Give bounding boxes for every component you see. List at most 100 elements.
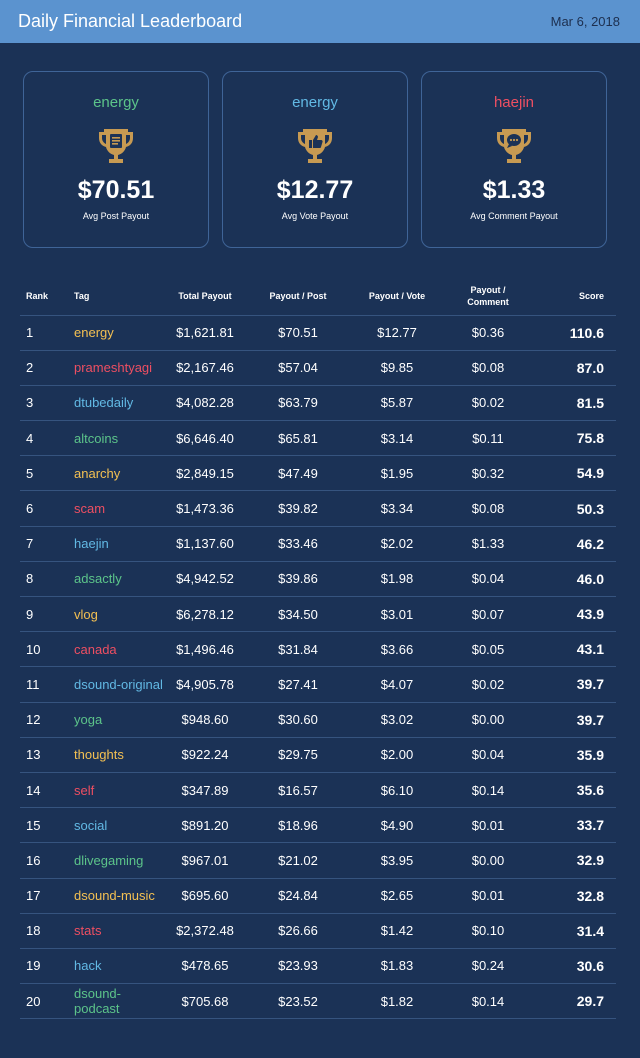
tag-cell[interactable]: self bbox=[68, 772, 164, 809]
rank-cell: 18 bbox=[20, 913, 68, 949]
table-row[interactable]: 16 dlivegaming $967.01 $21.02 $3.95 $0.00 32.9 bbox=[20, 842, 616, 879]
rank-cell: 11 bbox=[20, 666, 68, 703]
table-body: 1 energy $1,621.81 $70.51 $12.77 $0.36 110.6 2 p… bbox=[20, 315, 616, 1020]
table-row[interactable]: 8 adsactly $4,942.52 $39.86 $1.98 $0.04 46.0 bbox=[20, 561, 616, 598]
total-payout-cell: $1,621.81 bbox=[164, 315, 246, 351]
payout-per-post-cell: $57.04 bbox=[246, 350, 350, 386]
table-row[interactable]: 5 anarchy $2,849.15 $47.49 $1.95 $0.32 54.9 bbox=[20, 455, 616, 492]
tag-cell[interactable]: dsound-music bbox=[68, 878, 164, 914]
col-payout-per-vote[interactable]: Payout / Vote bbox=[350, 277, 444, 316]
card-tag[interactable]: haejin bbox=[493, 94, 535, 111]
tag-cell[interactable]: thoughts bbox=[68, 737, 164, 773]
table-row[interactable]: 15 social $891.20 $18.96 $4.90 $0.01 33.7 bbox=[20, 807, 616, 844]
table-row[interactable]: 17 dsound-music $695.60 $24.84 $2.65 $0.01 32.… bbox=[20, 878, 616, 914]
payout-per-vote-cell: $3.34 bbox=[350, 490, 444, 527]
tag-cell[interactable]: anarchy bbox=[68, 455, 164, 492]
payout-per-post-cell: $34.50 bbox=[246, 596, 350, 633]
payout-per-vote-cell: $1.83 bbox=[350, 948, 444, 985]
total-payout-cell: $478.65 bbox=[164, 948, 246, 985]
table-row[interactable]: 14 self $347.89 $16.57 $6.10 $0.14 35.6 bbox=[20, 772, 616, 809]
tag-cell[interactable]: hack bbox=[68, 948, 164, 985]
tag-cell[interactable]: prameshtyagi bbox=[68, 350, 164, 386]
payout-per-post-cell: $18.96 bbox=[246, 807, 350, 844]
payout-per-comment-cell: $0.08 bbox=[444, 490, 532, 527]
col-score[interactable]: Score bbox=[532, 277, 616, 316]
tag-cell[interactable]: social bbox=[68, 807, 164, 844]
score-cell: 32.8 bbox=[532, 878, 616, 914]
tag-cell[interactable]: altcoins bbox=[68, 420, 164, 457]
rank-cell: 13 bbox=[20, 737, 68, 773]
card-tag[interactable]: energy bbox=[292, 94, 338, 111]
total-payout-cell: $6,278.12 bbox=[164, 596, 246, 633]
payout-per-vote-cell: $2.02 bbox=[350, 526, 444, 562]
col-total-payout[interactable]: Total Payout bbox=[164, 277, 246, 316]
total-payout-cell: $4,082.28 bbox=[164, 385, 246, 422]
score-cell: 33.7 bbox=[532, 807, 616, 844]
payout-per-post-cell: $39.86 bbox=[246, 561, 350, 598]
page-header: Daily Financial Leaderboard Mar 6, 2018 bbox=[0, 0, 640, 43]
table-row[interactable]: 7 haejin $1,137.60 $33.46 $2.02 $1.33 46.2 bbox=[20, 526, 616, 562]
table-row[interactable]: 3 dtubedaily $4,082.28 $63.79 $5.87 $0.02 81.5 bbox=[20, 385, 616, 422]
tag-cell[interactable]: vlog bbox=[68, 596, 164, 633]
rank-cell: 1 bbox=[20, 315, 68, 351]
tag-cell[interactable]: dsound-original bbox=[68, 666, 164, 703]
tag-cell[interactable]: energy bbox=[68, 315, 164, 351]
col-payout-per-comment[interactable]: Payout / Comment bbox=[444, 277, 532, 316]
tag-cell[interactable]: scam bbox=[68, 490, 164, 527]
payout-per-post-cell: $29.75 bbox=[246, 737, 350, 773]
tag-cell[interactable]: yoga bbox=[68, 702, 164, 738]
payout-per-post-cell: $26.66 bbox=[246, 913, 350, 949]
payout-per-post-cell: $24.84 bbox=[246, 878, 350, 914]
table-row[interactable]: 2 prameshtyagi $2,167.46 $57.04 $9.85 $0.08 87… bbox=[20, 350, 616, 386]
payout-per-vote-cell: $1.42 bbox=[350, 913, 444, 949]
tag-cell[interactable]: haejin bbox=[68, 526, 164, 562]
tag-cell[interactable]: dlivegaming bbox=[68, 842, 164, 879]
table-row[interactable]: 9 vlog $6,278.12 $34.50 $3.01 $0.07 43.9 bbox=[20, 596, 616, 633]
payout-per-post-cell: $39.82 bbox=[246, 490, 350, 527]
table-row[interactable]: 18 stats $2,372.48 $26.66 $1.42 $0.10 31.4 bbox=[20, 913, 616, 949]
payout-per-comment-cell: $0.36 bbox=[444, 315, 532, 351]
rank-cell: 2 bbox=[20, 350, 68, 386]
score-cell: 39.7 bbox=[532, 666, 616, 703]
card-label: Avg Comment Payout bbox=[470, 211, 558, 221]
table-row[interactable]: 12 yoga $948.60 $30.60 $3.02 $0.00 39.7 bbox=[20, 702, 616, 738]
payout-per-comment-cell: $0.11 bbox=[444, 420, 532, 457]
table-row[interactable]: 11 dsound-original $4,905.78 $27.41 $4.07 $0.… bbox=[20, 666, 616, 703]
tag-cell[interactable]: adsactly bbox=[68, 561, 164, 598]
table-row[interactable]: 20 dsound-podcast $705.68 $23.52 $1.82 $0.14 2… bbox=[20, 983, 616, 1020]
avg-vote-payout-card: energy $12.77 Avg Vote Payout bbox=[222, 71, 408, 248]
tag-cell[interactable]: dsound-podcast bbox=[68, 983, 164, 1020]
table-row[interactable]: 19 hack $478.65 $23.93 $1.83 $0.24 30.6 bbox=[20, 948, 616, 985]
rank-cell: 3 bbox=[20, 385, 68, 422]
score-cell: 35.6 bbox=[532, 772, 616, 809]
payout-per-comment-cell: $0.05 bbox=[444, 631, 532, 668]
score-cell: 50.3 bbox=[532, 490, 616, 527]
table-row[interactable]: 1 energy $1,621.81 $70.51 $12.77 $0.36 110.6 bbox=[20, 315, 616, 351]
payout-per-comment-cell: $0.10 bbox=[444, 913, 532, 949]
col-payout-per-post[interactable]: Payout / Post bbox=[246, 277, 350, 316]
table-row[interactable]: 13 thoughts $922.24 $29.75 $2.00 $0.04 35.9 bbox=[20, 737, 616, 773]
score-cell: 75.8 bbox=[532, 420, 616, 457]
col-tag[interactable]: Tag bbox=[68, 277, 164, 316]
score-cell: 81.5 bbox=[532, 385, 616, 422]
total-payout-cell: $1,137.60 bbox=[164, 526, 246, 562]
table-row[interactable]: 4 altcoins $6,646.40 $65.81 $3.14 $0.11 75.8 bbox=[20, 420, 616, 457]
total-payout-cell: $1,473.36 bbox=[164, 490, 246, 527]
payout-per-comment-cell: $0.02 bbox=[444, 666, 532, 703]
payout-per-comment-cell: $0.04 bbox=[444, 737, 532, 773]
score-cell: 31.4 bbox=[532, 913, 616, 949]
payout-per-post-cell: $31.84 bbox=[246, 631, 350, 668]
score-cell: 87.0 bbox=[532, 350, 616, 386]
table-row[interactable]: 10 canada $1,496.46 $31.84 $3.66 $0.05 43.1 bbox=[20, 631, 616, 668]
tag-cell[interactable]: dtubedaily bbox=[68, 385, 164, 422]
payout-per-post-cell: $63.79 bbox=[246, 385, 350, 422]
total-payout-cell: $891.20 bbox=[164, 807, 246, 844]
avg-post-payout-card: energy $70.51 Avg Post Payout bbox=[23, 71, 209, 248]
score-cell: 43.1 bbox=[532, 631, 616, 668]
tag-cell[interactable]: stats bbox=[68, 913, 164, 949]
col-rank[interactable]: Rank bbox=[20, 277, 68, 316]
card-tag[interactable]: energy bbox=[93, 94, 139, 111]
table-row[interactable]: 6 scam $1,473.36 $39.82 $3.34 $0.08 50.3 bbox=[20, 490, 616, 527]
tag-cell[interactable]: canada bbox=[68, 631, 164, 668]
avg-comment-payout-card: haejin $1.33 Avg Comment Payout bbox=[421, 71, 607, 248]
